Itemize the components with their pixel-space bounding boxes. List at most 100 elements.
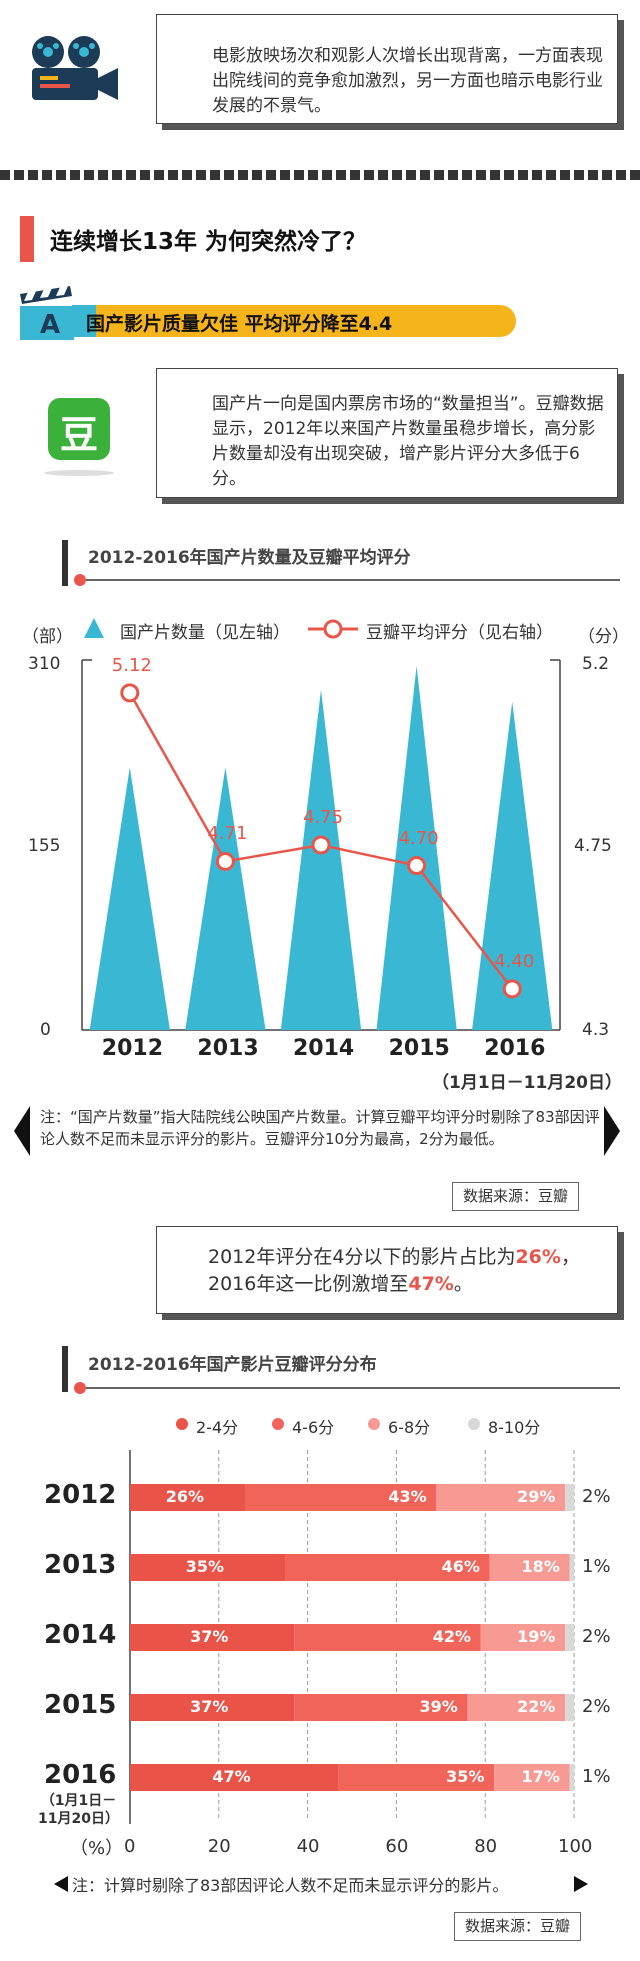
stacked-segment [494, 1764, 570, 1791]
segment-label: 43% [388, 1487, 427, 1506]
douban-logo-text: 豆 [59, 413, 98, 457]
segment-label: 17% [521, 1767, 560, 1786]
year-label: 2012 [44, 1480, 117, 1510]
x-tick-label: 40 [296, 1836, 320, 1857]
chart2-legend-1: 4-6分 [292, 1418, 335, 1437]
logo-shadow [44, 470, 114, 476]
left-tick: 310 [28, 654, 61, 674]
count-triangle-bar [376, 665, 457, 1030]
right-tick: 5.2 [582, 654, 610, 674]
chart1-title-bar [62, 540, 68, 586]
stacked-segment [480, 1624, 566, 1651]
segment-label: 37% [190, 1627, 229, 1646]
chart1-legend-score: 豆瓣平均评分（见右轴） [366, 623, 553, 643]
year-label: 2016 [44, 1760, 117, 1790]
stacked-segment [565, 1624, 574, 1651]
x-tick-label: 0 [124, 1836, 136, 1857]
stacked-segment [565, 1694, 574, 1721]
chart1-title-rule [86, 579, 620, 581]
clapperboard-icon [18, 286, 76, 342]
legend-dot-icon [176, 1418, 188, 1430]
count-triangle-bar [280, 689, 362, 1030]
segment-label: 47% [212, 1767, 251, 1786]
intro-box [156, 14, 618, 124]
right-tick: 4.3 [582, 1020, 610, 1040]
count-triangle-bar [89, 767, 170, 1030]
score-point [407, 856, 427, 876]
segment-label: 1% [582, 1766, 611, 1787]
chart1-left-unit: （部） [22, 627, 73, 647]
chart2-title: 2012-2016年国产影片豆瓣评分分布 [88, 1355, 377, 1375]
stacked-segment [338, 1764, 495, 1791]
stat-box [156, 1226, 618, 1314]
x-tick-label: 2015 [388, 1036, 450, 1061]
stacked-segment [130, 1554, 286, 1581]
chart2-period-note: （1月1日－ 11月20日） [38, 1793, 119, 1827]
segment-label: 22% [517, 1697, 556, 1716]
legend-line-icon [306, 618, 360, 644]
chart1-period-note: （1月1日－11月20日） [432, 1073, 622, 1093]
stat-text: 2012年评分在4分以下的影片占比为26%，2016年这一比例激增至47%。 [208, 1244, 608, 1298]
chart2-legend-3: 8-10分 [488, 1418, 541, 1437]
legend-dot-icon [468, 1418, 480, 1430]
stat-pct1: 26% [515, 1246, 561, 1268]
stacked-segment [489, 1554, 570, 1581]
segment-label: 18% [521, 1557, 560, 1576]
stacked-segment [436, 1484, 566, 1511]
chart1-source: 数据来源：豆瓣 [452, 1182, 580, 1211]
segment-label: 37% [190, 1697, 229, 1716]
stat-line1: 2012年评分在4分以下的影片占比为 [208, 1246, 516, 1268]
chart1-legend-count: 国产片数量（见左轴） [120, 623, 290, 643]
x-tick-label: 2016 [484, 1036, 546, 1061]
stacked-segment [569, 1554, 574, 1581]
chart1-title-dot [74, 574, 86, 586]
score-point [502, 979, 522, 999]
stacked-segment [245, 1484, 437, 1511]
stacked-segment [285, 1554, 490, 1581]
score-point [311, 835, 331, 855]
segment-label: 29% [517, 1487, 556, 1506]
score-data-label: 4.75 [303, 807, 344, 828]
note2-left-arrow-icon [54, 1876, 68, 1896]
stat-end: 。 [453, 1273, 473, 1295]
stacked-segment [130, 1694, 295, 1721]
stacked-segment [569, 1764, 574, 1791]
section-bar [72, 305, 516, 337]
stacked-segment [130, 1764, 339, 1791]
count-triangle-bar [185, 767, 266, 1030]
stacked-segment [467, 1694, 566, 1721]
chart2-legend-0: 2-4分 [196, 1418, 239, 1437]
projector-icon [26, 34, 126, 106]
left-tick: 0 [40, 1020, 51, 1040]
segment-label: 2% [582, 1626, 611, 1647]
x-tick-label: 100 [558, 1836, 593, 1857]
chart2-plot [129, 1450, 575, 1824]
douban-logo: 豆 [48, 398, 110, 460]
score-data-label: 4.71 [207, 823, 248, 845]
x-tick-label: 80 [474, 1836, 498, 1857]
x-tick-label: 2013 [197, 1036, 259, 1061]
score-data-label: 4.40 [494, 950, 535, 972]
segment-label: 42% [432, 1627, 472, 1646]
score-data-label: 4.70 [398, 827, 439, 849]
chart1-title: 2012-2016年国产片数量及豆瓣平均评分 [88, 548, 411, 568]
chart2-title-rule [86, 1387, 620, 1389]
year-label: 2013 [44, 1550, 117, 1580]
stacked-segment [130, 1624, 295, 1651]
stacked-segment [565, 1484, 574, 1511]
note-right-arrow-icon [604, 1106, 620, 1160]
stacked-segment [294, 1694, 468, 1721]
chart1-note: 注：“国产片数量”指大陆院线公映国产片数量。计算豆瓣平均评分时剔除了83部因评论… [40, 1108, 600, 1148]
score-point [120, 683, 140, 703]
segment-label: 39% [419, 1697, 458, 1716]
segment-label: 35% [446, 1767, 485, 1786]
chart2-x-unit: （%） [70, 1838, 124, 1859]
segment-label: 2% [582, 1696, 611, 1717]
stat-pct2: 47% [408, 1273, 454, 1295]
score-data-label: 5.12 [111, 654, 152, 676]
stat-mid: ，2016年这一比例激增至 [208, 1246, 580, 1295]
legend-triangle-icon [82, 616, 106, 644]
score-point [215, 851, 235, 871]
chart1-right-unit: （分） [578, 627, 629, 647]
chart2-legend-2: 6-8分 [388, 1418, 431, 1437]
